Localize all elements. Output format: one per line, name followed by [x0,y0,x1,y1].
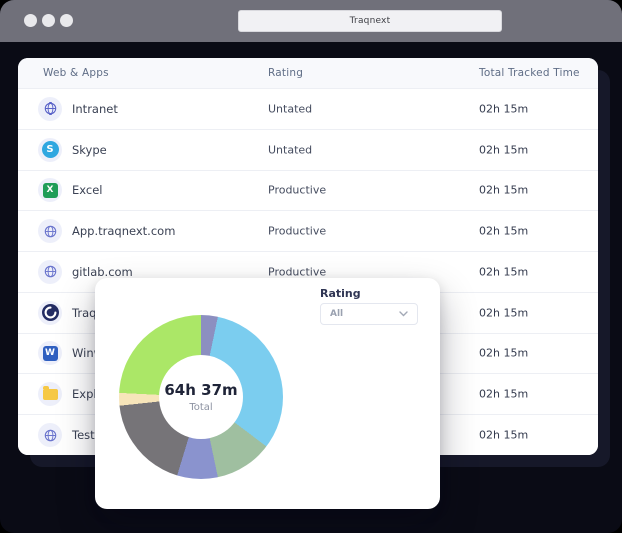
word-icon: W [38,341,62,366]
traqnext-logo-icon [38,300,62,325]
globe-icon [38,423,62,447]
table-row: App.traqnext.com Productive 02h 15m [18,210,598,252]
column-header-total-tracked-time: Total Tracked Time [479,67,580,79]
app-rating: Productive [268,265,327,279]
app-tracked-time: 02h 15m [479,346,529,360]
app-name: Excel [72,183,103,198]
globe-icon [38,219,62,244]
table-header-row: Web & Apps Rating Total Tracked Time [18,58,598,88]
rating-filter-value: All [330,309,344,319]
app-tracked-time: 02h 15m [479,143,529,157]
window-controls [24,14,73,27]
donut-chart: 64h 37m Total [119,315,283,479]
window-dot-maximize[interactable] [60,14,73,27]
app-name: Test. [72,428,99,442]
app-name: Skype [72,142,107,157]
window-dot-close[interactable] [24,14,37,27]
app-tracked-time: 02h 15m [479,306,529,320]
app-tracked-time: 02h 15m [479,183,529,197]
app-rating: Untated [268,143,313,157]
app-tracked-time: 02h 15m [479,387,529,401]
excel-icon: X [38,178,62,203]
url-text: Traqnext [349,16,391,26]
app-rating: Untated [268,102,313,116]
app-name: App.traqnext.com [72,224,176,239]
app-tracked-time: 02h 15m [479,428,529,442]
column-header-rating: Rating [268,67,304,79]
window-dot-minimize[interactable] [42,14,55,27]
chevron-down-icon [399,311,408,317]
rating-filter-select[interactable]: All [320,303,418,325]
table-row: S Skype Untated 02h 15m [18,128,598,170]
app-tracked-time: 02h 15m [479,224,529,238]
column-header-web-apps: Web & Apps [43,67,109,79]
app-name: Traq [72,305,97,320]
app-tracked-time: 02h 15m [479,102,529,116]
url-bar[interactable]: Traqnext [238,10,502,32]
donut-center: 64h 37m Total [159,355,243,439]
donut-total-label: Total [189,402,213,413]
donut-total-value: 64h 37m [164,381,238,399]
rating-filter-label: Rating [320,287,361,300]
app-tracked-time: 02h 15m [479,265,529,279]
app-rating: Productive [268,183,327,197]
app-name: Intranet [72,101,118,116]
folder-icon [38,382,62,407]
skype-icon: S [38,137,62,162]
table-row: Intranet Untated 02h 15m [18,88,598,129]
browser-topbar: Traqnext [0,0,622,42]
overlay-card: Rating All 64h 37m Total [95,278,440,509]
app-name: gitlab.com [72,264,133,279]
app-rating: Productive [268,224,327,238]
table-row: X Excel Productive 02h 15m [18,169,598,211]
intranet-icon [38,96,62,121]
globe-icon [38,259,62,284]
